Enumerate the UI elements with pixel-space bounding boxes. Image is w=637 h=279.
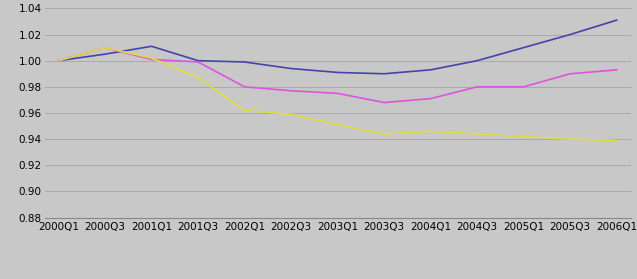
MI — [380, 132, 388, 136]
US — [334, 71, 341, 74]
US — [101, 52, 109, 56]
US — [566, 33, 574, 36]
MI — [148, 56, 155, 60]
Rest of Midwest* — [194, 60, 202, 64]
US — [520, 46, 527, 49]
US — [148, 45, 155, 48]
Rest of Midwest* — [241, 85, 248, 88]
Rest of Midwest* — [427, 97, 434, 100]
Rest of Midwest* — [613, 68, 620, 71]
MI — [241, 109, 248, 112]
MI — [473, 132, 481, 136]
Line: MI: MI — [59, 48, 617, 140]
Rest of Midwest* — [380, 101, 388, 104]
MI — [613, 139, 620, 142]
Rest of Midwest* — [101, 46, 109, 49]
MI — [55, 59, 62, 62]
Rest of Midwest* — [55, 59, 62, 62]
MI — [566, 138, 574, 141]
US — [380, 72, 388, 75]
US — [241, 60, 248, 64]
Rest of Midwest* — [566, 72, 574, 75]
Rest of Midwest* — [334, 92, 341, 95]
MI — [194, 76, 202, 79]
US — [55, 59, 62, 62]
US — [613, 18, 620, 22]
Line: Rest of Midwest*: Rest of Midwest* — [59, 48, 617, 103]
MI — [427, 130, 434, 133]
Rest of Midwest* — [148, 58, 155, 61]
MI — [101, 46, 109, 49]
Rest of Midwest* — [287, 89, 295, 92]
US — [194, 59, 202, 62]
MI — [287, 113, 295, 116]
US — [427, 68, 434, 71]
Line: US: US — [59, 20, 617, 74]
US — [473, 59, 481, 62]
MI — [520, 135, 527, 138]
Rest of Midwest* — [473, 85, 481, 88]
US — [287, 67, 295, 70]
MI — [334, 123, 341, 126]
Rest of Midwest* — [520, 85, 527, 88]
